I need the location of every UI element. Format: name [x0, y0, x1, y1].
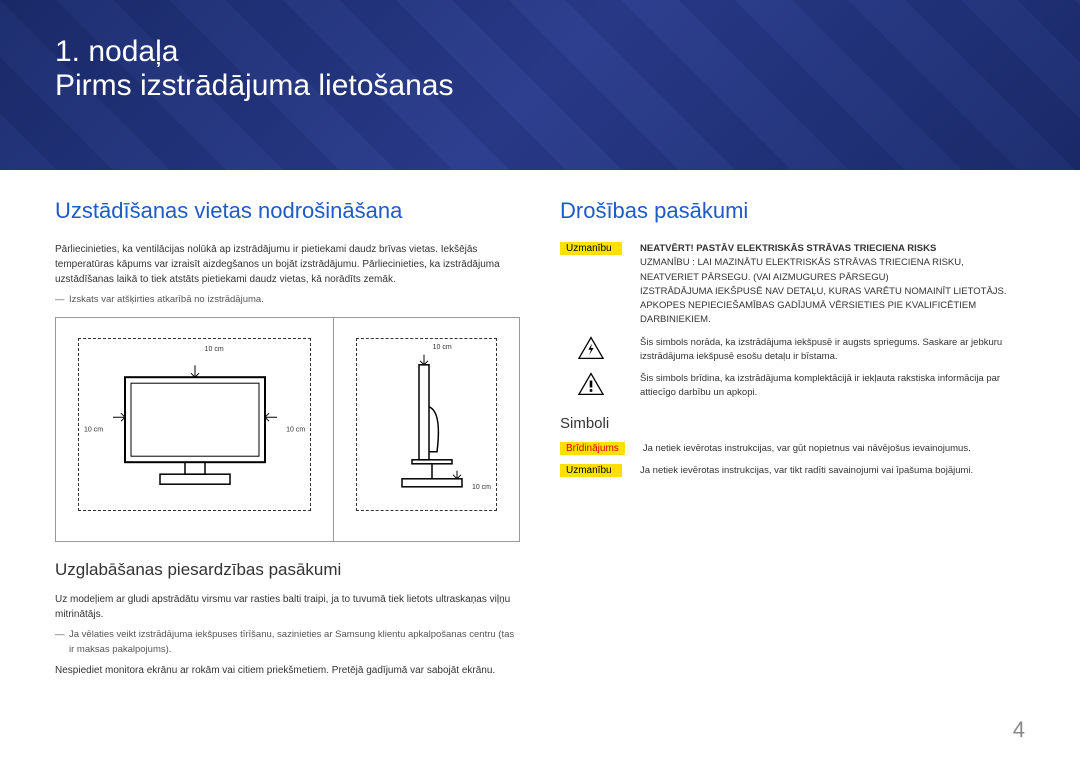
section-heading-install: Uzstādīšanas vietas nodrošināšana: [55, 198, 520, 224]
section-heading-safety: Drošības pasākumi: [560, 198, 1025, 224]
dim-side-bottom: 10 cm: [472, 484, 491, 491]
dim-right: 10 cm: [286, 426, 305, 433]
left-column: Uzstādīšanas vietas nodrošināšana Pārlie…: [55, 198, 520, 684]
dim-left: 10 cm: [84, 426, 103, 433]
warning-desc: Ja netiek ievērotas instrukcijas, var gū…: [643, 442, 1025, 456]
bolt-text: Šis simbols norāda, ka izstrādājuma iekš…: [640, 336, 1025, 365]
clearance-diagram: 10 cm 10 cm 10 cm 10 cm 10 c: [55, 317, 520, 542]
risk-heading: NEATVĒRT! PASTĀV ELEKTRISKĀS STRĀVAS TRI…: [640, 242, 1025, 256]
install-note: Izskats var atšķirties atkarībā no izstr…: [55, 293, 520, 307]
exclamation-triangle-icon: [560, 372, 622, 396]
risk-text-3: APKOPES NEPIECIEŠAMĪBAS GADĪJUMĀ VĒRSIET…: [640, 299, 1025, 328]
section-heading-storage: Uzglabāšanas piesardzības pasākumi: [55, 560, 520, 580]
content-area: Uzstādīšanas vietas nodrošināšana Pārlie…: [0, 170, 1080, 684]
monitor-front-icon: [105, 357, 285, 497]
chapter-number: 1. nodaļa: [55, 35, 1025, 69]
risk-text-1: Uzmanību : LAI MAZINĀTU ELEKTRISKĀS STRĀ…: [640, 256, 1025, 285]
caution-desc: Ja netiek ievērotas instrukcijas, var ti…: [640, 464, 1025, 478]
symbols-heading: Simboli: [560, 415, 1025, 432]
storage-note: Ja vēlaties veikt izstrādājuma iekšpuses…: [55, 628, 520, 657]
install-paragraph: Pārliecinieties, ka ventilācijas nolūkā …: [55, 242, 520, 287]
monitor-side-icon: [377, 347, 477, 507]
caution-label-2: Uzmanību: [560, 464, 622, 477]
chapter-title: Pirms izstrādājuma lietošanas: [55, 69, 1025, 103]
chapter-header: 1. nodaļa Pirms izstrādājuma lietošanas: [0, 0, 1080, 170]
right-column: Drošības pasākumi Uzmanību NEATVĒRT! PAS…: [560, 198, 1025, 684]
caution-label: Uzmanību: [560, 242, 622, 255]
storage-p1: Uz modeļiem ar gludi apstrādātu virsmu v…: [55, 592, 520, 622]
excl-text: Šis simbols brīdina, ka izstrādājuma kom…: [640, 372, 1025, 401]
lightning-triangle-icon: [560, 336, 622, 360]
monitor-front-view: 10 cm 10 cm 10 cm: [56, 318, 334, 541]
monitor-side-view: 10 cm 10 cm: [334, 318, 519, 541]
storage-p2: Nespiediet monitora ekrānu ar rokām vai …: [55, 663, 520, 678]
dim-side-top: 10 cm: [433, 344, 452, 351]
dim-top: 10 cm: [205, 346, 224, 353]
page-number: 4: [1013, 717, 1025, 743]
risk-text-2: IZSTRĀDĀJUMA IEKŠPUSĒ NAV DETAĻU, KURAS …: [640, 285, 1025, 299]
warning-label: Brīdinājums: [560, 442, 625, 455]
